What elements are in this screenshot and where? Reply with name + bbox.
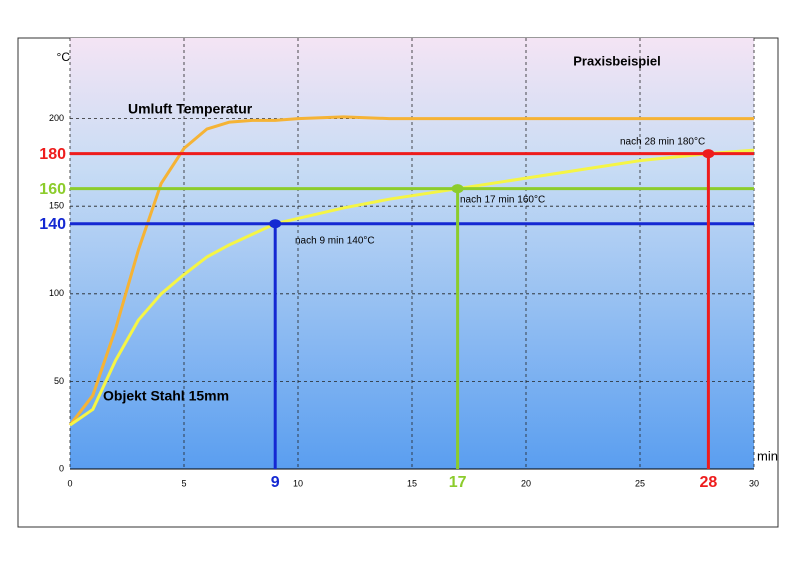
y-tick-label: 0 bbox=[59, 463, 64, 473]
highlight-marker bbox=[451, 184, 464, 194]
x-tick-label: 20 bbox=[521, 478, 531, 488]
annotation: nach 9 min 140°C bbox=[295, 236, 375, 247]
x-tick-label: 0 bbox=[67, 478, 72, 488]
highlight-x-label: 28 bbox=[700, 474, 718, 491]
highlight-y-label: 180 bbox=[39, 146, 66, 163]
highlight-marker bbox=[702, 149, 715, 159]
y-axis-label: °C bbox=[57, 50, 71, 64]
x-tick-label: 10 bbox=[293, 478, 303, 488]
highlight-x-label: 9 bbox=[271, 474, 280, 491]
series-label: Objekt Stahl 15mm bbox=[103, 388, 229, 404]
highlight-x-label: 17 bbox=[449, 474, 467, 491]
y-tick-label: 50 bbox=[54, 376, 64, 386]
x-axis-label: min bbox=[757, 448, 778, 463]
chart-title: Praxisbeispiel bbox=[573, 53, 660, 68]
annotation: nach 17 min 160°C bbox=[460, 195, 545, 206]
plot-area bbox=[70, 38, 754, 469]
highlight-y-label: 160 bbox=[39, 181, 66, 198]
y-tick-label: 200 bbox=[49, 113, 64, 123]
series-line bbox=[68, 115, 754, 427]
x-tick-label: 15 bbox=[407, 478, 417, 488]
highlight-y-label: 140 bbox=[39, 216, 66, 233]
annotation: nach 28 min 180°C bbox=[620, 137, 705, 148]
y-tick-label: 100 bbox=[49, 288, 64, 298]
y-tick-label: 150 bbox=[49, 201, 64, 211]
x-tick-label: 25 bbox=[635, 478, 645, 488]
x-tick-label: 5 bbox=[181, 478, 186, 488]
series-label: Umluft Temperatur bbox=[128, 101, 253, 117]
x-tick-label: 30 bbox=[749, 478, 759, 488]
highlight-marker bbox=[269, 219, 282, 229]
